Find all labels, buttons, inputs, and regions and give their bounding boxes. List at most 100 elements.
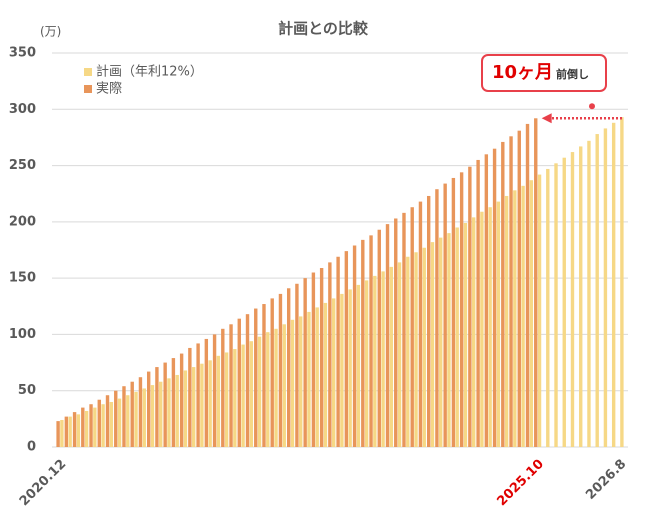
bar	[381, 271, 385, 447]
bar	[504, 195, 509, 447]
bar	[509, 136, 513, 447]
bar	[81, 407, 85, 447]
bar	[570, 152, 575, 447]
legend-label: 計画（年利12%）	[96, 64, 203, 80]
bar	[262, 304, 266, 447]
bar	[356, 284, 361, 447]
bar	[126, 395, 130, 447]
bar	[402, 212, 406, 447]
bar	[451, 177, 456, 447]
bar	[200, 363, 204, 447]
bar	[373, 275, 377, 447]
y-tick-label: 200	[9, 214, 36, 229]
bar	[468, 166, 472, 447]
bar	[328, 262, 332, 447]
bar	[134, 391, 138, 447]
bar	[155, 367, 159, 447]
bar	[537, 174, 542, 447]
bar	[595, 134, 599, 447]
bar	[587, 140, 591, 447]
bar	[410, 207, 414, 447]
arrow-head	[541, 113, 552, 124]
legend-swatch	[84, 68, 92, 76]
bar	[76, 414, 81, 447]
bar	[546, 168, 550, 447]
bar	[175, 374, 179, 447]
bar	[344, 251, 349, 447]
bar	[257, 336, 262, 447]
chart-title: 計画との比較	[278, 20, 369, 38]
bar	[385, 224, 390, 447]
bar	[241, 344, 245, 447]
bar	[146, 371, 151, 447]
bar	[196, 343, 200, 447]
bar	[476, 159, 480, 447]
bar	[315, 307, 319, 447]
bar	[278, 293, 283, 447]
bar	[295, 283, 299, 447]
bar	[521, 185, 525, 447]
bar	[422, 247, 426, 447]
y-tick-label: 50	[18, 383, 36, 398]
bar	[348, 289, 352, 447]
bar	[274, 328, 278, 447]
bar	[68, 416, 72, 447]
x-tick-label: 2025.10	[494, 457, 546, 509]
bar	[60, 419, 64, 447]
bar	[159, 381, 163, 447]
bar	[331, 298, 336, 447]
bar	[554, 163, 558, 447]
bar	[397, 262, 402, 447]
bar	[459, 172, 464, 447]
bar	[471, 217, 476, 447]
bar	[369, 235, 373, 447]
bar	[171, 358, 176, 447]
bar	[233, 349, 237, 447]
bar	[150, 385, 155, 447]
bar	[97, 399, 101, 447]
bar	[377, 229, 381, 447]
bar	[89, 404, 93, 447]
bar	[208, 360, 212, 447]
bar	[534, 118, 538, 447]
bar	[138, 377, 143, 447]
bar	[221, 328, 225, 447]
bar	[430, 242, 435, 447]
bar	[513, 190, 517, 447]
bar	[249, 341, 254, 447]
bar	[447, 233, 451, 447]
bar	[426, 195, 431, 447]
bar	[286, 288, 291, 447]
bar	[443, 183, 447, 447]
bar	[56, 421, 60, 447]
bar	[418, 201, 423, 447]
bar	[364, 280, 369, 447]
annotation-box	[481, 54, 607, 92]
arrow-tail	[589, 103, 595, 110]
legend-swatch	[84, 85, 92, 93]
bar	[480, 211, 484, 447]
y-tick-label: 100	[9, 327, 36, 342]
bar	[323, 302, 328, 447]
y-tick-label: 250	[9, 158, 36, 173]
y-tick-label: 150	[9, 271, 36, 286]
bar	[620, 117, 624, 447]
bar	[237, 318, 241, 447]
bar	[179, 353, 184, 447]
bar	[299, 316, 303, 447]
bar	[105, 395, 110, 447]
bar	[488, 207, 492, 447]
bar	[336, 256, 340, 447]
bar	[188, 347, 192, 447]
bar	[496, 201, 501, 447]
x-tick-label: 2026.8	[583, 457, 629, 503]
bar	[394, 218, 398, 447]
bar	[562, 157, 566, 448]
bar	[245, 314, 250, 447]
bar	[130, 381, 134, 447]
bar	[517, 130, 521, 447]
y-tick-label: 0	[27, 440, 36, 455]
bar	[579, 146, 583, 448]
bar	[224, 352, 229, 447]
bar	[282, 324, 286, 447]
